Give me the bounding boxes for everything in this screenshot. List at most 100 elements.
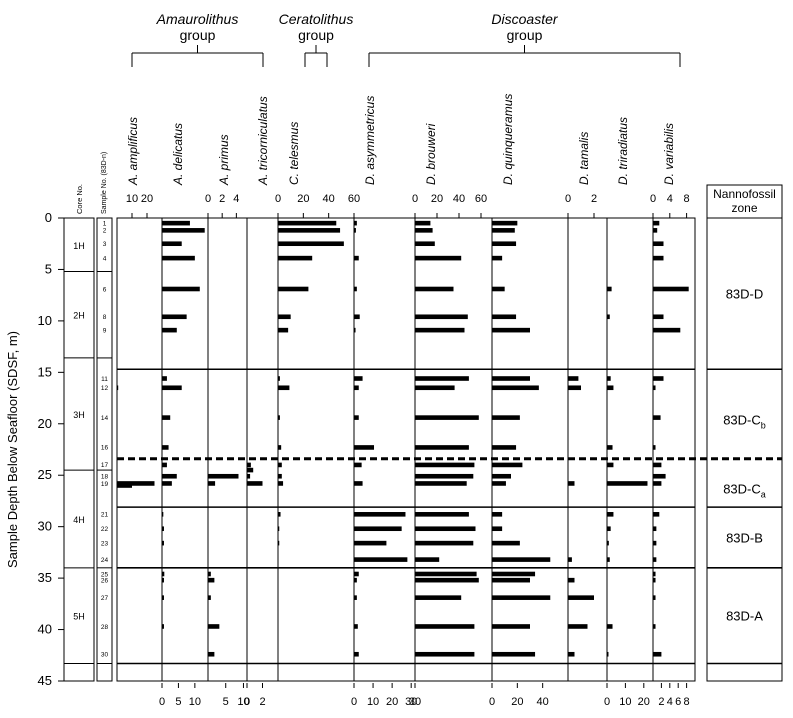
top-tick-label: 0: [565, 193, 571, 205]
abundance-bar: [278, 415, 280, 420]
zone-label: 83D-Cb: [723, 413, 766, 431]
core-label: 4H: [73, 515, 85, 525]
bottom-tick-label: 4: [667, 696, 673, 708]
abundance-bar: [208, 624, 220, 629]
abundance-bar: [492, 228, 515, 233]
abundance-bar: [653, 526, 657, 532]
sample-number: 4: [103, 255, 107, 262]
taxon-name: A. amplificus: [126, 117, 140, 186]
abundance-bar: [492, 385, 539, 391]
sample-column-frame: [96, 217, 113, 682]
abundance-bar: [354, 651, 359, 657]
taxon-name: C. telesmus: [287, 122, 301, 185]
abundance-bar: [354, 385, 359, 391]
taxon-name: D. variabilis: [662, 123, 676, 185]
depth-tick-label: 30: [38, 519, 52, 534]
abundance-bar: [492, 314, 517, 320]
abundance-bar: [278, 228, 341, 233]
abundance-bar: [653, 241, 664, 247]
abundance-bar: [653, 385, 656, 391]
abundance-bar: [278, 255, 313, 261]
abundance-bar: [247, 467, 254, 473]
bottom-tick-label: 5: [175, 696, 181, 708]
abundance-bar: [117, 483, 132, 488]
abundance-bar: [354, 327, 356, 333]
abundance-bar: [354, 512, 406, 517]
abundance-bar: [278, 462, 282, 468]
depth-tick-label: 5: [45, 261, 52, 276]
abundance-bar: [415, 481, 467, 486]
abundance-bar: [354, 540, 387, 546]
abundance-bar: [415, 526, 476, 532]
bottom-tick-label: 2: [658, 696, 664, 708]
abundance-bar: [162, 314, 187, 320]
abundance-bar: [607, 651, 609, 657]
abundance-bar: [354, 228, 356, 233]
abundance-bar: [278, 526, 280, 532]
abundance-bar: [568, 651, 575, 657]
abundance-bar: [354, 571, 359, 577]
abundance-bar: [607, 512, 614, 517]
core-label: 3H: [73, 410, 85, 420]
abundance-bar: [278, 473, 282, 479]
abundance-bar: [354, 577, 357, 583]
sample-number: 21: [101, 512, 109, 519]
sample-number: 23: [101, 540, 109, 547]
abundance-bar: [607, 445, 613, 450]
abundance-bar: [247, 462, 251, 468]
abundance-bar: [162, 624, 164, 629]
depth-tick-label: 40: [38, 622, 52, 637]
abundance-bar: [492, 220, 518, 226]
sample-number: 28: [101, 624, 109, 631]
depth-tick-label: 15: [38, 364, 52, 379]
depth-tick-label: 35: [38, 570, 52, 585]
abundance-bar: [415, 286, 454, 292]
abundance-bar: [492, 651, 536, 657]
abundance-bar: [492, 445, 517, 450]
abundance-bar: [607, 286, 612, 292]
sample-number: 25: [101, 571, 109, 578]
taxon-panel: D. asymmetricus 0 10 20 30: [351, 96, 417, 708]
abundance-bar: [492, 255, 503, 261]
zone-subscript: a: [761, 490, 766, 500]
bottom-tick-label: 10: [237, 696, 249, 708]
abundance-bar: [607, 624, 613, 629]
top-tick-label: 0: [412, 193, 418, 205]
abundance-bar: [278, 286, 309, 292]
top-tick-label: 60: [475, 193, 487, 205]
abundance-bar: [568, 481, 575, 486]
sample-number: 8: [103, 314, 107, 321]
abundance-bar: [162, 571, 165, 577]
taxon-name: D. triradiatus: [616, 117, 630, 185]
bottom-tick-label: 10: [619, 696, 631, 708]
sample-column-header: Sample No. (83D-n): [101, 152, 108, 214]
abundance-bar: [354, 481, 363, 486]
abundance-bar: [415, 473, 474, 479]
abundance-bar: [278, 481, 284, 486]
taxon-name: A. delicatus: [171, 123, 185, 186]
abundance-bar: [162, 577, 164, 583]
taxon-panel: A. delicatus 0 5 10: [159, 123, 205, 708]
abundance-bar: [208, 571, 211, 577]
top-tick-label: 2: [591, 193, 597, 205]
top-tick-label: 2: [219, 193, 225, 205]
abundance-bar: [415, 512, 469, 517]
abundance-bar: [354, 557, 408, 562]
abundance-bar: [492, 571, 536, 577]
abundance-bar: [354, 220, 357, 226]
abundance-bar: [415, 376, 469, 381]
abundance-bar: [492, 557, 551, 562]
zone-subscript: b: [761, 421, 766, 431]
abundance-bar: [607, 481, 648, 486]
abundance-bar: [492, 286, 505, 292]
zone-label: 83D-Ca: [723, 482, 766, 500]
abundance-bar: [568, 376, 579, 381]
abundance-bar: [653, 314, 664, 320]
taxon-name: A. primus: [217, 134, 231, 186]
sample-number: 30: [101, 652, 109, 659]
sample-column: Sample No. (83D-n)1234689111214161718192…: [96, 152, 113, 682]
top-tick-label: 0: [650, 193, 656, 205]
